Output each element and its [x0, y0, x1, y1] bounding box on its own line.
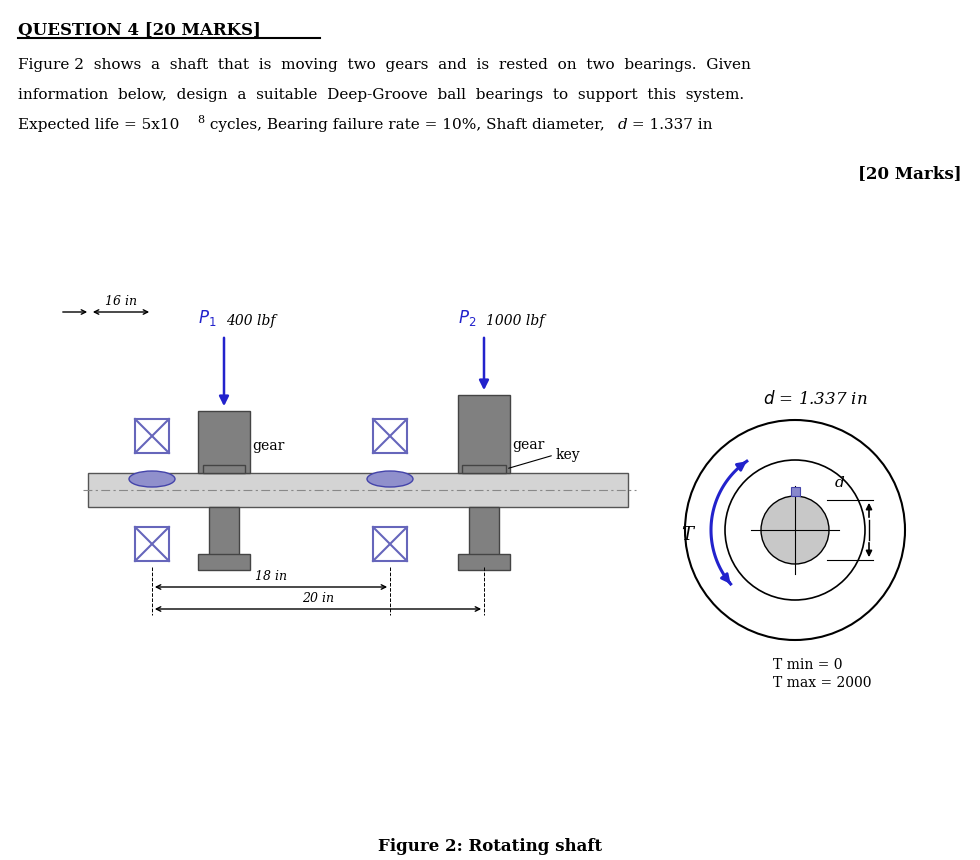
Ellipse shape [367, 471, 413, 487]
Text: $P_2$: $P_2$ [458, 308, 476, 328]
Bar [209, 507, 239, 559]
Bar [198, 411, 250, 473]
Circle shape [725, 460, 865, 600]
Text: Figure 2  shows  a  shaft  that  is  moving  two  gears  and  is  rested  on  tw: Figure 2 shows a shaft that is moving tw… [18, 58, 751, 72]
Text: T min = 0: T min = 0 [773, 658, 843, 672]
Text: $P_1$: $P_1$ [198, 308, 216, 328]
Circle shape [761, 496, 829, 564]
Text: gear: gear [252, 439, 284, 453]
Bar [88, 473, 628, 507]
Text: 400 lbf: 400 lbf [226, 314, 275, 328]
Text: T max = 2000: T max = 2000 [773, 676, 871, 690]
Text: = 1.337 in: = 1.337 in [627, 118, 712, 132]
Text: 8: 8 [197, 115, 204, 125]
Text: T: T [681, 526, 693, 544]
Text: Figure 2: Rotating shaft: Figure 2: Rotating shaft [378, 838, 602, 855]
Bar [458, 554, 510, 570]
Bar [458, 395, 510, 473]
Text: QUESTION 4 [20 MARKS]: QUESTION 4 [20 MARKS] [18, 22, 261, 39]
Bar [135, 419, 169, 453]
Text: Expected life = 5x10: Expected life = 5x10 [18, 118, 179, 132]
Bar [373, 527, 407, 561]
Text: d: d [618, 118, 628, 132]
Text: [20 Marks]: [20 Marks] [858, 165, 962, 182]
Bar [198, 554, 250, 570]
Text: key: key [556, 448, 580, 462]
Bar [469, 507, 499, 559]
Bar [791, 487, 800, 496]
Text: 16 in: 16 in [105, 295, 137, 308]
Text: 18 in: 18 in [255, 570, 287, 583]
Ellipse shape [129, 471, 175, 487]
Text: d: d [835, 476, 845, 490]
Bar [462, 465, 506, 473]
Circle shape [685, 420, 905, 640]
Bar [373, 419, 407, 453]
Text: $d$ = 1.337 in: $d$ = 1.337 in [762, 390, 867, 408]
Text: gear: gear [512, 438, 544, 452]
Text: cycles, Bearing failure rate = 10%, Shaft diameter,: cycles, Bearing failure rate = 10%, Shaf… [205, 118, 610, 132]
Text: 20 in: 20 in [302, 592, 334, 605]
Text: information  below,  design  a  suitable  Deep-Groove  ball  bearings  to  suppo: information below, design a suitable Dee… [18, 88, 744, 102]
Text: 1000 lbf: 1000 lbf [486, 314, 544, 328]
Bar [203, 465, 245, 473]
Bar [135, 527, 169, 561]
